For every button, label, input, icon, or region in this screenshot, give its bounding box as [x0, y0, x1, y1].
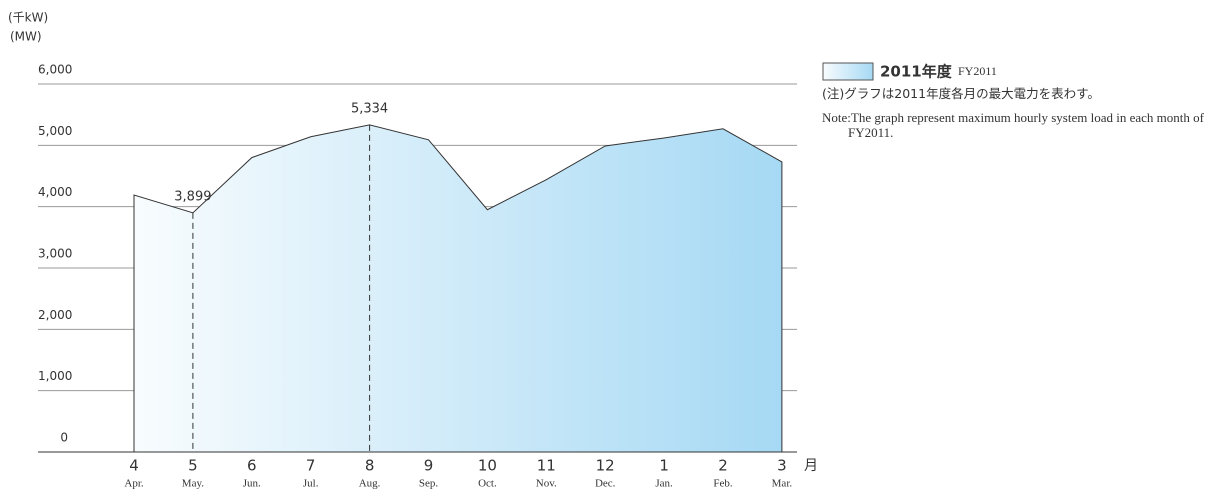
x-tick-sublabel: Mar.: [772, 478, 793, 490]
x-tick-sublabel: Jan.: [655, 478, 673, 490]
x-tick-label: 7: [306, 457, 316, 475]
y-tick-label: 4,000: [38, 185, 72, 199]
x-tick-sublabel: Jul.: [303, 478, 319, 490]
x-tick-label: 12: [596, 457, 615, 475]
x-tick-sublabel: Jun.: [243, 478, 261, 490]
x-tick-sublabel: Feb.: [713, 478, 733, 490]
unit-label: (千kW): [8, 11, 48, 25]
unit-label-en: (MW): [10, 30, 42, 44]
x-tick-label: 5: [188, 457, 198, 475]
x-tick-sublabel: Oct.: [478, 478, 497, 490]
y-tick-label: 6,000: [38, 63, 72, 77]
x-tick-sublabel: Nov.: [536, 478, 557, 490]
legend-name-en: FY2011: [958, 64, 997, 78]
x-tick-sublabel: Sep.: [419, 478, 439, 490]
data-label: 5,334: [351, 101, 388, 116]
y-tick-label: 0: [60, 431, 68, 445]
y-tick-label: 1,000: [38, 369, 72, 383]
x-tick-sublabel: May.: [182, 478, 204, 490]
x-unit: 月: [804, 458, 818, 474]
x-tick-label: 9: [424, 457, 434, 475]
x-tick-sublabel: Dec.: [595, 478, 616, 490]
y-tick-label: 3,000: [38, 247, 72, 261]
x-tick-label: 11: [537, 457, 556, 475]
data-label: 3,899: [174, 189, 211, 204]
note: Note:The graph represent maximum hourly …: [822, 110, 1204, 140]
area: [133, 124, 783, 453]
x-tick-sublabel: Apr.: [124, 478, 144, 490]
x-tick-label: 10: [478, 457, 497, 475]
x-tick-sublabel: Aug.: [359, 478, 381, 490]
x-tick-label: 6: [247, 457, 257, 475]
x-tick-label: 1: [659, 457, 669, 475]
x-tick-label: 4: [129, 457, 139, 475]
x-tick-label: 8: [365, 457, 375, 475]
y-tick-label: 2,000: [38, 308, 72, 322]
x-tick-label: 3: [777, 457, 787, 475]
note: (注)グラフは2011年度各月の最大電力を表わす。: [822, 86, 1100, 101]
legend-swatch: [822, 62, 874, 81]
y-tick-label: 5,000: [38, 124, 72, 138]
x-tick-label: 2: [718, 457, 728, 475]
legend-name: 2011年度: [880, 63, 953, 81]
